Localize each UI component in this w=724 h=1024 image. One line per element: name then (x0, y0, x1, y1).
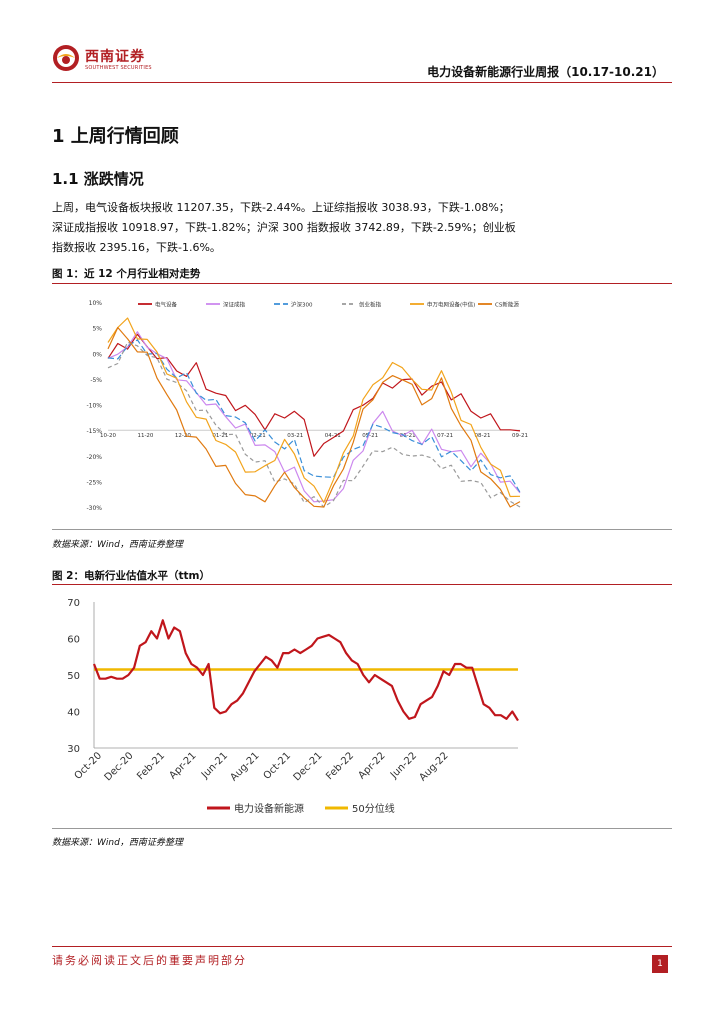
footer-divider (52, 946, 672, 947)
x-tick-label: Apr-22 (357, 750, 388, 781)
figure2-bottom-rule (52, 828, 672, 829)
header-divider (52, 82, 672, 83)
y-tick-label: -10% (86, 403, 102, 410)
y-tick-label: 50 (67, 671, 80, 682)
x-tick-label: 10-20 (100, 433, 116, 439)
series-line-0 (107, 333, 521, 457)
x-tick-label: Apr-21 (168, 750, 199, 781)
x-tick-label: 12-20 (175, 433, 191, 439)
legend-label: 深证成指 (223, 301, 246, 309)
valuation-line (92, 619, 519, 722)
x-tick-label: 05-21 (362, 433, 378, 439)
legend-label: 沪深300 (291, 301, 313, 309)
x-tick-label: 08-21 (475, 433, 491, 439)
series-line-2 (107, 339, 521, 493)
x-tick-label: Oct-20 (73, 750, 105, 782)
y-tick-label: 0% (92, 351, 102, 358)
x-tick-label: 02-21 (250, 433, 266, 439)
x-tick-label: Dec-21 (292, 750, 325, 783)
legend-label: 50分位线 (352, 802, 395, 815)
y-tick-label: 60 (67, 635, 80, 646)
y-tick-label: 30 (67, 744, 80, 755)
series-line-5 (107, 326, 521, 508)
y-tick-label: 5% (92, 326, 102, 333)
x-tick-label: 01-21 (212, 433, 228, 439)
y-tick-label: 10% (89, 300, 103, 307)
legend-label: 创业板指 (359, 301, 382, 309)
legend-label: 电力设备新能源 (234, 802, 304, 815)
logo-emblem-icon (53, 45, 79, 71)
relative-trend-chart: 10% 5% 0% -5% -10% -15% -20% -25% -30% 10-20 11-20… (86, 300, 528, 512)
page-number: 1 (652, 955, 668, 973)
legend-label: CS新能源 (495, 301, 519, 309)
figure2-title: 图 2：电新行业估值水平（ttm） (52, 570, 210, 582)
x-tick-label: 11-20 (137, 433, 153, 439)
x-tick-label: Feb-22 (324, 750, 356, 782)
y-tick-label: -5% (90, 377, 102, 384)
footer-disclaimer: 请务必阅读正文后的重要声明部分 (52, 954, 247, 967)
logo-text-cn: 西南证券 (85, 49, 145, 65)
y-tick-label: -15% (86, 428, 102, 435)
legend-label: 申万电网设备(中信) (427, 301, 475, 309)
section-heading: 1 上周行情回顾 (52, 126, 179, 147)
subsection-heading: 1.1 涨跌情况 (52, 170, 144, 188)
x-tick-label: Aug-22 (417, 750, 450, 783)
x-tick-label: 04-21 (325, 433, 341, 439)
x-tick-label: 03-21 (287, 433, 303, 439)
series-line-3 (107, 341, 521, 508)
paragraph-line: 深证成指报收 10918.97，下跌-1.82%；沪深 300 指数报收 374… (52, 221, 516, 234)
paragraph-line: 指数报收 2395.16，下跌-1.6%。 (52, 241, 221, 254)
summary-paragraph: 上周，电气设备板块报收 11207.35，下跌-2.44%。上证综指报收 303… (52, 198, 672, 258)
figure1-source: 数据来源：Wind，西南证券整理 (52, 540, 183, 550)
brand-logo: 西南证券 SOUTHWEST SECURITIES (52, 44, 152, 76)
paragraph-line: 上周，电气设备板块报收 11207.35，下跌-2.44%。上证综指报收 303… (52, 201, 510, 214)
figure1-top-rule (52, 283, 672, 284)
x-tick-label: 06-21 (400, 433, 416, 439)
x-tick-label: Aug-21 (228, 750, 261, 783)
x-tick-label: Oct-21 (262, 750, 294, 782)
series-line-4 (107, 317, 521, 504)
logo-text-en: SOUTHWEST SECURITIES (85, 65, 152, 71)
x-tick-label: Jun-22 (388, 750, 419, 781)
legend-label: 电气设备 (155, 301, 178, 309)
y-tick-label: 40 (67, 708, 80, 719)
figure2-top-rule (52, 584, 672, 585)
x-tick-label: Dec-20 (103, 750, 136, 783)
y-tick-label: -25% (86, 479, 102, 486)
x-tick-label: 07-21 (437, 433, 453, 439)
figure1-bottom-rule (52, 529, 672, 530)
x-tick-label: Feb-21 (135, 750, 167, 782)
x-tick-label: 09-21 (512, 433, 528, 439)
report-title: 电力设备新能源行业周报（10.17-10.21） (427, 65, 664, 79)
x-tick-label: Jun-21 (199, 750, 230, 781)
y-tick-label: -20% (86, 454, 102, 461)
figure1-title: 图 1：近 12 个月行业相对走势 (52, 268, 201, 280)
y-tick-label: -30% (86, 505, 102, 512)
figure2-source: 数据来源：Wind，西南证券整理 (52, 838, 183, 848)
y-tick-label: 70 (67, 598, 80, 609)
